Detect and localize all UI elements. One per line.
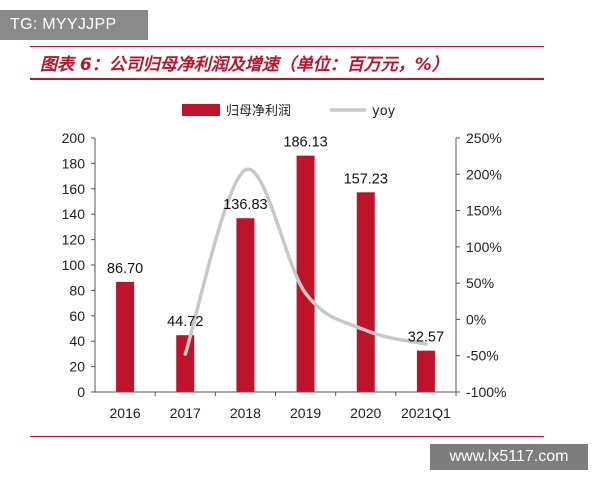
legend-swatch-bar xyxy=(182,104,220,116)
right-tick-label: -100% xyxy=(466,384,506,400)
left-tick-label: 20 xyxy=(69,359,85,375)
x-axis: 2016 2017 2018 2019 2020 2021Q1 xyxy=(95,391,457,421)
left-tick-label: 180 xyxy=(62,155,86,171)
left-tick-label: 160 xyxy=(62,181,86,197)
x-tick-label: 2020 xyxy=(350,405,381,421)
x-tick-label: 2017 xyxy=(170,405,201,421)
bar-data-label: 32.57 xyxy=(408,330,444,346)
left-tick-label: 80 xyxy=(69,282,85,298)
title-bottom-rule xyxy=(30,78,544,80)
bar xyxy=(176,335,195,392)
right-tick-label: 150% xyxy=(466,203,502,219)
bar-data-label: 157.23 xyxy=(344,171,388,187)
bar-data-label: 136.83 xyxy=(223,197,267,213)
legend-label-line: yoy xyxy=(372,104,396,119)
data-labels: 86.70 44.72 136.83 186.13 157.23 32.57 xyxy=(107,135,444,346)
title-top-rule xyxy=(30,46,544,47)
right-axis: -100% -50% 0% 50% 100% 150% 200% 250% xyxy=(455,130,506,400)
bar xyxy=(116,281,135,392)
bar xyxy=(236,218,255,392)
left-tick-label: 200 xyxy=(62,130,86,146)
left-tick-label: 60 xyxy=(69,308,85,324)
legend-label-bar: 归母净利润 xyxy=(226,104,291,119)
x-tick-label: 2021Q1 xyxy=(401,405,451,421)
bottom-rule xyxy=(30,436,544,437)
left-tick-label: 100 xyxy=(62,257,86,273)
bar-data-label: 186.13 xyxy=(283,135,327,151)
bar-data-label: 86.70 xyxy=(107,261,143,277)
bar-data-label: 44.72 xyxy=(167,314,203,330)
left-tick-label: 40 xyxy=(69,333,85,349)
bar-series xyxy=(116,155,435,392)
right-tick-label: 50% xyxy=(466,275,494,291)
right-tick-label: 200% xyxy=(466,166,502,182)
chart-title: 图表 6：公司归母净利润及增速（单位：百万元，%） xyxy=(40,55,449,75)
watermark-bottom-right: www.lx5117.com xyxy=(430,444,588,470)
legend: 归母净利润 yoy xyxy=(182,104,396,119)
right-tick-label: 250% xyxy=(466,130,502,146)
bar xyxy=(416,350,435,392)
right-tick-label: -50% xyxy=(466,348,499,364)
yoy-series xyxy=(183,167,428,357)
yoy-line xyxy=(183,167,428,357)
left-tick-label: 140 xyxy=(62,206,86,222)
bar xyxy=(296,155,315,392)
left-axis: 0 20 40 60 80 100 120 140 160 180 200 xyxy=(62,130,96,400)
x-tick-label: 2018 xyxy=(230,405,261,421)
left-tick-label: 0 xyxy=(77,384,85,400)
x-tick-label: 2019 xyxy=(290,405,321,421)
right-tick-label: 100% xyxy=(466,239,502,255)
bar xyxy=(356,192,375,392)
x-tick-label: 2016 xyxy=(110,405,141,421)
watermark-top-left: TG: MYYJJPP xyxy=(0,10,148,40)
left-tick-label: 120 xyxy=(62,232,86,248)
right-tick-label: 0% xyxy=(466,311,486,327)
